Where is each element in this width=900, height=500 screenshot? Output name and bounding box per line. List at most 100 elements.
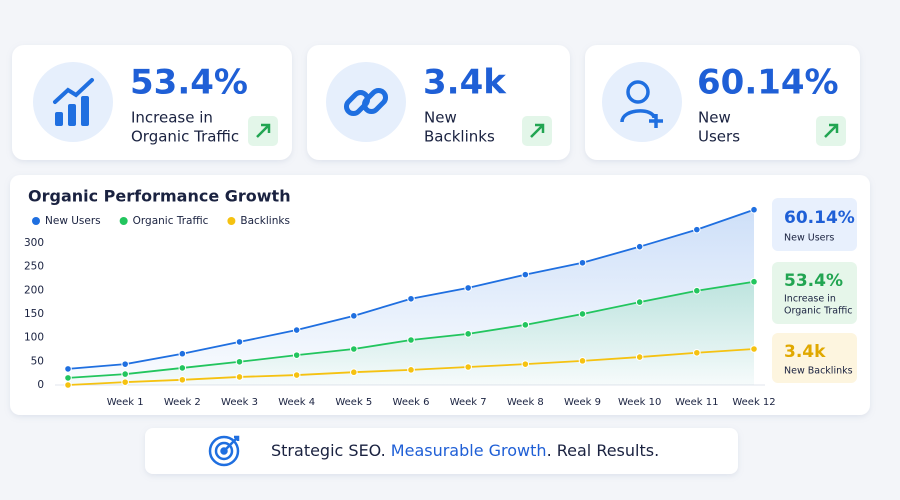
x-tick-label: Week 5: [335, 397, 372, 408]
point: [235, 357, 244, 366]
stat-value: 3.4k: [784, 342, 826, 362]
point: [750, 205, 758, 214]
tagline-bar: [145, 428, 738, 474]
y-tick-label: 300: [24, 237, 44, 249]
point: [635, 242, 644, 251]
point: [464, 330, 472, 338]
link-icon: [343, 87, 389, 117]
point: [578, 310, 587, 318]
card-value: 53.4%: [130, 63, 248, 103]
tagline-part: . Real Results.: [547, 441, 660, 460]
point: [350, 368, 358, 377]
x-tick-label: Week 6: [393, 397, 430, 408]
card-label: New: [424, 109, 457, 127]
point: [407, 336, 415, 344]
point: [350, 312, 358, 320]
card: 60.14% New Users: [585, 45, 860, 160]
point: [292, 371, 301, 379]
stat-label: New Users: [784, 233, 834, 244]
legend-label: New Users: [45, 215, 101, 227]
card-label: Organic Traffic: [131, 128, 239, 146]
point: [693, 286, 701, 295]
icon-bg: [33, 62, 113, 142]
target-icon: [208, 435, 240, 467]
stat-label: Increase in: [784, 294, 836, 305]
point: [407, 366, 415, 374]
stat-value: 53.4%: [784, 271, 843, 291]
x-tick-label: Week 9: [564, 397, 601, 408]
up-arrow: [256, 123, 271, 138]
point: [521, 270, 530, 279]
chart-title: Organic Performance Growth: [28, 187, 291, 206]
point: [64, 381, 72, 389]
point: [635, 353, 644, 361]
card-label: Backlinks: [424, 128, 495, 146]
x-tick-label: Week 1: [107, 397, 144, 408]
x-tick-label: Week 2: [164, 397, 201, 408]
legend-label: Backlinks: [240, 215, 290, 227]
card-label: New: [698, 109, 731, 127]
point: [521, 321, 530, 329]
card: 53.4% Increase in Organic Traffic: [12, 45, 292, 160]
tagline-part: Strategic SEO.: [271, 441, 391, 460]
y-tick-label: 0: [37, 379, 44, 391]
point: [750, 277, 758, 286]
plot: 0 50 100 150 200 250 300 Week 1 Week 2 Week 3 Week…: [24, 205, 776, 408]
card-value: 3.4k: [423, 63, 507, 103]
point: [635, 298, 644, 306]
stat-box: [772, 198, 857, 251]
legend-swatch: [32, 217, 40, 225]
point: [235, 373, 244, 381]
x-tick-label: Week 3: [221, 397, 258, 408]
card-label: Users: [698, 128, 740, 146]
point: [578, 357, 587, 365]
trend-icon: [53, 78, 94, 104]
legend-swatch: [119, 217, 128, 225]
x-tick-label: Week 10: [618, 397, 661, 408]
point: [464, 363, 472, 371]
up-arrow: [824, 123, 839, 138]
point: [178, 375, 187, 384]
up-arrow: [530, 123, 545, 138]
stat-label: New Backlinks: [784, 366, 853, 377]
point: [292, 351, 301, 359]
point: [693, 348, 701, 357]
point: [121, 378, 129, 386]
y-tick-label: 100: [24, 332, 44, 344]
point: [235, 338, 244, 346]
x-tick-label: Week 11: [675, 397, 718, 408]
point: [350, 345, 358, 353]
stat-box: [772, 333, 857, 383]
tagline: Strategic SEO. Measurable Growth. Real R…: [271, 441, 659, 460]
chart-icon: [55, 96, 89, 126]
legend-swatch: [227, 217, 236, 225]
point: [64, 374, 72, 382]
point: [407, 294, 415, 303]
point: [178, 364, 187, 372]
point: [64, 365, 72, 373]
x-tick-label: Week 7: [450, 397, 487, 408]
card-value: 60.14%: [697, 63, 839, 103]
user-icon: [620, 80, 663, 128]
legend-label: Organic Traffic: [133, 215, 209, 227]
stat-value: 60.14%: [784, 208, 855, 228]
y-tick-label: 250: [24, 261, 44, 273]
point: [464, 284, 472, 292]
stat-label: Organic Traffic: [784, 306, 853, 317]
point: [121, 360, 129, 368]
point: [578, 258, 587, 267]
x-tick-label: Week 8: [507, 397, 544, 408]
card-label: Increase in: [131, 109, 213, 127]
card: 3.4k New Backlinks: [307, 45, 570, 160]
y-tick-label: 50: [31, 355, 44, 367]
y-tick-label: 200: [24, 284, 44, 296]
x-tick-label: Week 12: [732, 397, 775, 408]
point: [121, 370, 129, 378]
tagline-highlight: Measurable Growth: [391, 441, 547, 460]
point: [292, 326, 301, 334]
point: [521, 360, 530, 368]
point: [178, 349, 187, 358]
point: [693, 225, 701, 234]
x-tick-label: Week 4: [278, 397, 315, 408]
